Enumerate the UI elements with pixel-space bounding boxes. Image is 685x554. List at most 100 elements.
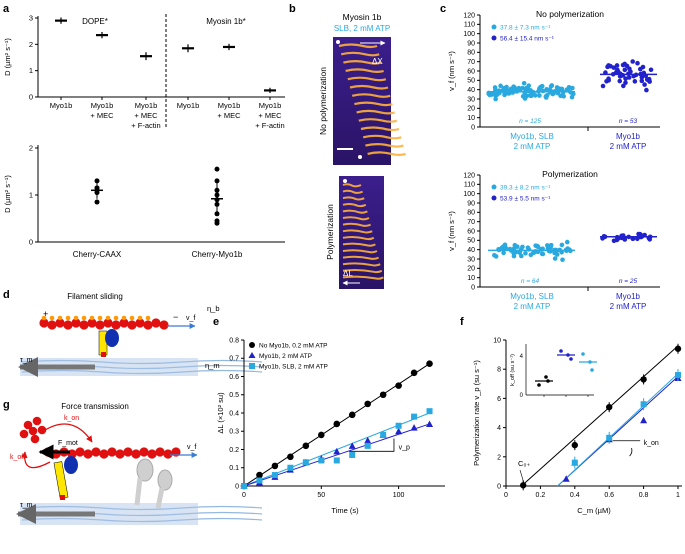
kymo-streak	[360, 126, 400, 132]
e-point-blue	[364, 436, 372, 444]
a-top-ytick-label: 1	[29, 66, 33, 75]
c-xlabel-a1: Myo1b, SLB	[510, 292, 554, 301]
membrane-line	[21, 517, 263, 523]
e-legend-dot-black	[249, 342, 255, 348]
c-point-blue	[600, 83, 606, 89]
e-fit-blue	[243, 423, 430, 487]
e-point-blue	[333, 447, 341, 455]
actin-bead	[159, 320, 169, 330]
c-point-cyan	[535, 243, 540, 249]
actin-top	[137, 315, 143, 321]
c-ytick-label: 30	[467, 96, 475, 103]
e-xtick-label: 0	[242, 492, 246, 499]
free-actin-monomer	[28, 426, 38, 436]
actin-bead	[55, 318, 65, 328]
c-point-blue	[642, 82, 647, 87]
actin-bead	[107, 447, 117, 457]
c-point-cyan	[499, 245, 505, 251]
c-point-cyan	[539, 251, 545, 257]
a-top-ylabel: D (µm² s⁻¹)	[3, 38, 12, 76]
kymo-streak	[338, 43, 378, 49]
f-ytick-label: 10	[493, 338, 501, 345]
a-top-ytick-label: 2	[29, 40, 33, 49]
a-bot-point	[214, 211, 220, 217]
c-ytick-label: 80	[467, 210, 475, 217]
e-point-black	[271, 462, 279, 470]
a-bot-point	[94, 178, 100, 184]
e-point-cyan	[302, 459, 309, 466]
f-ytick-label: 8	[497, 367, 501, 374]
c-point-blue	[614, 63, 620, 68]
a-cond-label: Myo1b	[50, 101, 73, 110]
kymo-streak	[342, 216, 370, 221]
e-point-cyan	[411, 413, 418, 420]
e-point-black	[395, 382, 402, 389]
c-point-cyan	[498, 83, 503, 89]
kymo-streak	[342, 269, 383, 274]
c-point-blue	[611, 65, 617, 70]
a-bot-point	[214, 201, 220, 207]
c-ytick-label: 20	[467, 266, 475, 273]
f-inset-point-blue	[566, 353, 570, 357]
c-ytick-label: 100	[463, 191, 475, 198]
panel-letter-b: b	[289, 3, 296, 15]
c-ytick-label: 20	[467, 106, 475, 113]
actin-bead	[123, 447, 133, 457]
grey-myosin-neck	[155, 487, 165, 509]
kon-arrow	[41, 423, 93, 443]
c-point-blue	[617, 78, 623, 84]
kymo-streak	[349, 84, 389, 90]
grey-myosin-head	[136, 458, 154, 482]
c-point-blue	[606, 78, 611, 83]
a-top-ytick-label: 3	[29, 14, 33, 23]
c-point-blue	[632, 79, 638, 84]
a-bot-ytick-label: 0	[29, 238, 33, 247]
e-point-blue	[426, 420, 434, 427]
c-ytick-label: 60	[467, 68, 475, 75]
actin-bead	[39, 318, 49, 328]
actin-bead	[103, 318, 113, 328]
actin-bead	[155, 447, 165, 457]
c-point-cyan	[519, 253, 524, 259]
e-point-cyan	[364, 442, 371, 449]
a-bot-point	[214, 197, 220, 203]
c-point-cyan	[560, 257, 565, 263]
g-vf: v_f	[187, 444, 196, 451]
e-point-blue	[348, 442, 356, 449]
c-point-blue	[635, 60, 640, 66]
e-legend-2: Myo1b, SLB, 2 mM ATP	[259, 364, 328, 371]
b-row1-label: No polymerization	[318, 67, 328, 135]
actin-top	[81, 315, 87, 321]
f-xtick-label: 0.8	[639, 492, 649, 499]
f-kon-label: k_on	[644, 440, 659, 447]
kymo-streak	[342, 229, 373, 234]
f-xtick-label: 0.2	[536, 492, 546, 499]
f-inset-point-black	[546, 379, 550, 383]
a-bot-point	[214, 178, 220, 184]
actin-bead	[127, 320, 137, 330]
c-point-blue	[628, 69, 633, 74]
e-ytick-label: 0.8	[229, 337, 239, 344]
koff-arrow	[21, 451, 51, 469]
c-point-blue	[636, 231, 641, 237]
panel-letter-d: d	[3, 289, 10, 301]
f-ytick-label: 0	[497, 484, 501, 491]
panel-a: 0 1 2 3 D (µm² s⁻¹) DOPE* Myosin 1b* Myo1b Myo1b…	[3, 14, 285, 259]
dl-label: ΔL	[343, 269, 353, 278]
c-point-cyan	[511, 253, 517, 259]
kymograph-streaks	[338, 43, 406, 280]
c-n-cyan: n = 64	[521, 278, 540, 285]
c-xlabel-b1: Myo1b	[616, 132, 641, 141]
c-ylabel: v_f (nm s⁻¹)	[447, 211, 456, 251]
a-cond-label: + F-actin	[131, 121, 160, 130]
kymo-streak	[345, 68, 384, 73]
e-ytick-label: 0.2	[229, 447, 239, 454]
actin-top	[41, 315, 47, 321]
e-point-black	[364, 400, 371, 408]
g-title: Force transmission	[61, 402, 129, 411]
actin-bead	[71, 318, 81, 328]
a-bot-ytick-label: 1	[29, 191, 33, 200]
f-xtick-label: 0	[504, 492, 508, 499]
diagram-filament-sliding: τ_m η_m + − v_f η_b	[18, 304, 263, 377]
c-point-blue	[637, 66, 643, 72]
